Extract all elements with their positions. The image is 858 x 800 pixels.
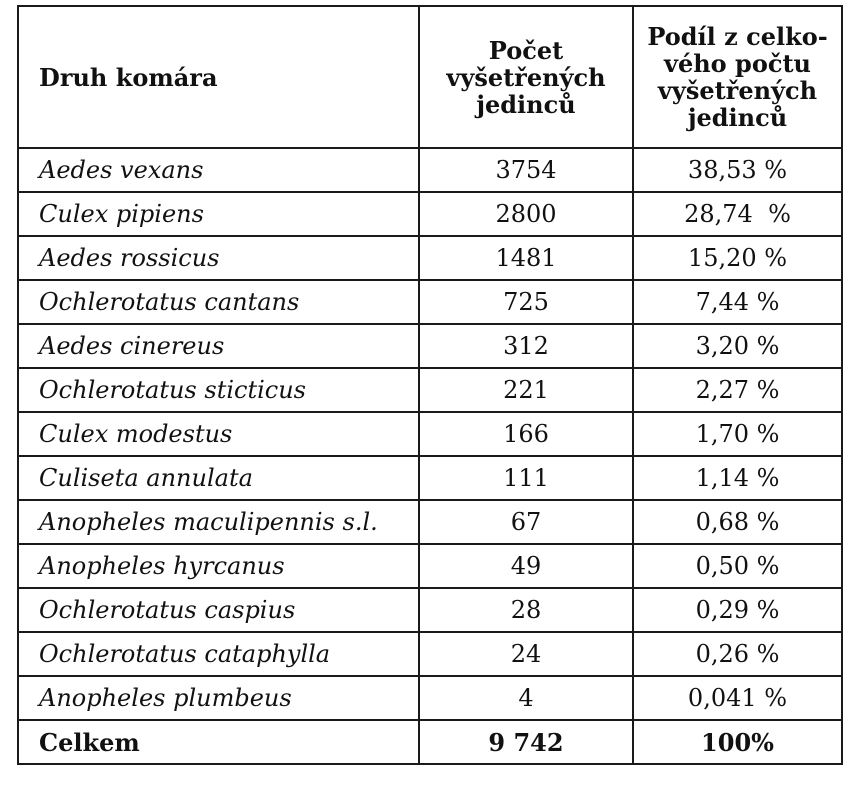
header-share-line: Podíl z celko- <box>647 22 828 51</box>
count-cell: 1481 <box>418 235 634 281</box>
species-cell: Ochlerotatus cantans <box>17 279 420 325</box>
total-label: Celkem <box>17 719 420 765</box>
species-cell: Aedes rossicus <box>17 235 420 281</box>
table-row: Ochlerotatus caspius 28 0,29 % <box>17 587 843 633</box>
share-cell: 28,74 % <box>632 191 843 237</box>
share-cell: 0,26 % <box>632 631 843 677</box>
share-cell: 1,14 % <box>632 455 843 501</box>
table-row: Aedes cinereus 312 3,20 % <box>17 323 843 369</box>
species-cell: Anopheles maculipennis s.l. <box>17 499 420 545</box>
species-cell: Anopheles hyrcanus <box>17 543 420 589</box>
share-cell: 3,20 % <box>632 323 843 369</box>
count-cell: 24 <box>418 631 634 677</box>
share-cell: 38,53 % <box>632 147 843 193</box>
share-cell: 0,50 % <box>632 543 843 589</box>
header-share-line: vyšetřených <box>657 76 818 105</box>
header-count-line: Počet <box>488 35 564 65</box>
share-cell: 7,44 % <box>632 279 843 325</box>
total-share: 100% <box>632 719 843 765</box>
count-cell: 166 <box>418 411 634 457</box>
species-cell: Anopheles plumbeus <box>17 675 420 721</box>
header-count: Počet vyšetřených jedinců <box>418 5 634 149</box>
table-row: Anopheles plumbeus 4 0,041 % <box>17 675 843 721</box>
header-share-line: vého počtu <box>664 49 811 78</box>
share-cell: 0,68 % <box>632 499 843 545</box>
species-cell: Culiseta annulata <box>17 455 420 501</box>
count-cell: 4 <box>418 675 634 721</box>
header-row: Druh komára Počet vyšetřených jedinců Po… <box>17 5 843 149</box>
table-row: Anopheles maculipennis s.l. 67 0,68 % <box>17 499 843 545</box>
header-species: Druh komára <box>17 5 420 149</box>
header-share: Podíl z celko- vého počtu vyšetřených je… <box>632 5 843 149</box>
species-cell: Ochlerotatus sticticus <box>17 367 420 413</box>
share-cell: 1,70 % <box>632 411 843 457</box>
table-row: Ochlerotatus sticticus 221 2,27 % <box>17 367 843 413</box>
total-count: 9 742 <box>418 719 634 765</box>
table-row: Aedes vexans 3754 38,53 % <box>17 147 843 193</box>
total-row: Celkem 9 742 100% <box>17 719 843 765</box>
table-wrapper: Druh komára Počet vyšetřených jedinců Po… <box>17 5 843 765</box>
count-cell: 2800 <box>418 191 634 237</box>
species-cell: Aedes cinereus <box>17 323 420 369</box>
share-cell: 0,29 % <box>632 587 843 633</box>
count-cell: 28 <box>418 587 634 633</box>
table-row: Ochlerotatus cantans 725 7,44 % <box>17 279 843 325</box>
count-cell: 3754 <box>418 147 634 193</box>
species-cell: Ochlerotatus caspius <box>17 587 420 633</box>
species-cell: Culex pipiens <box>17 191 420 237</box>
table-row: Culiseta annulata 111 1,14 % <box>17 455 843 501</box>
species-cell: Ochlerotatus cataphylla <box>17 631 420 677</box>
count-cell: 312 <box>418 323 634 369</box>
count-cell: 49 <box>418 543 634 589</box>
table-row: Culex pipiens 2800 28,74 % <box>17 191 843 237</box>
count-cell: 111 <box>418 455 634 501</box>
table-row: Anopheles hyrcanus 49 0,50 % <box>17 543 843 589</box>
mosquito-species-table: Druh komára Počet vyšetřených jedinců Po… <box>17 5 843 765</box>
header-count-line: vyšetřených <box>446 62 606 92</box>
table-row: Ochlerotatus cataphylla 24 0,26 % <box>17 631 843 677</box>
share-cell: 15,20 % <box>632 235 843 281</box>
table-row: Aedes rossicus 1481 15,20 % <box>17 235 843 281</box>
header-share-line: jedinců <box>687 103 788 132</box>
count-cell: 221 <box>418 367 634 413</box>
share-cell: 0,041 % <box>632 675 843 721</box>
table-row: Culex modestus 166 1,70 % <box>17 411 843 457</box>
species-cell: Culex modestus <box>17 411 420 457</box>
species-cell: Aedes vexans <box>17 147 420 193</box>
share-cell: 2,27 % <box>632 367 843 413</box>
header-count-line: jedinců <box>476 89 576 119</box>
count-cell: 67 <box>418 499 634 545</box>
count-cell: 725 <box>418 279 634 325</box>
